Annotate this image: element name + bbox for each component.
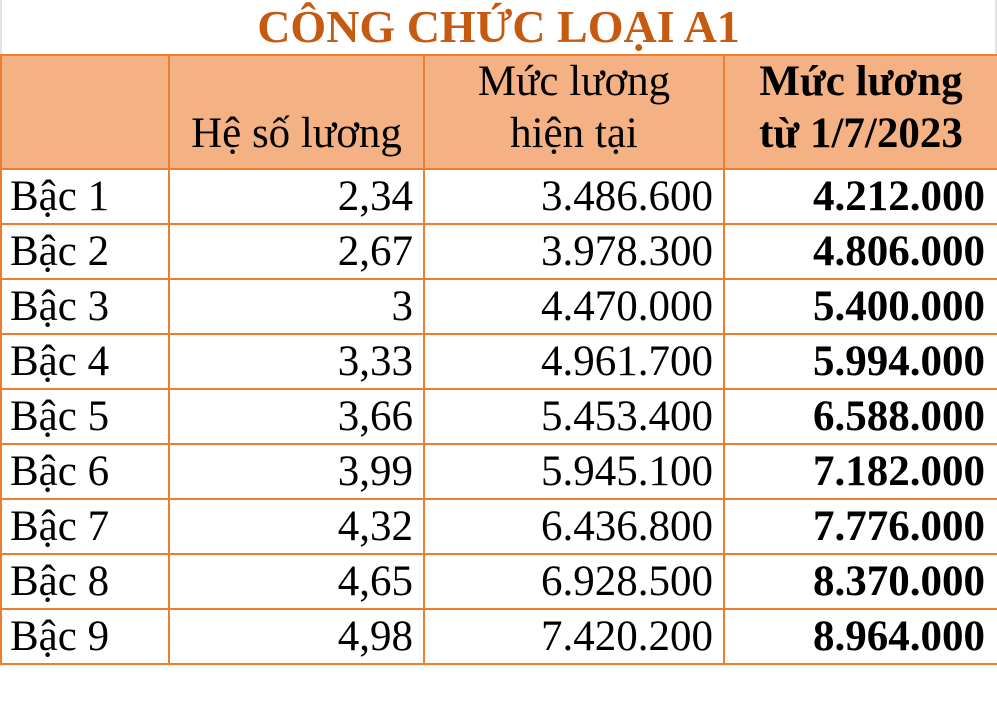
current-salary-cell: 4.961.700 xyxy=(423,333,725,390)
new-salary-cell: 5.994.000 xyxy=(723,333,997,390)
new-salary-cell: 6.588.000 xyxy=(723,388,997,445)
new-salary-cell: 7.776.000 xyxy=(723,498,997,555)
header-current-salary: Mức lương hiện tại xyxy=(423,54,725,170)
table-row: Bậc 7 4,32 6.436.800 7.776.000 xyxy=(0,498,997,555)
current-salary-cell: 3.486.600 xyxy=(423,168,725,225)
coefficient-cell: 2,34 xyxy=(168,168,425,225)
new-salary-cell: 8.370.000 xyxy=(723,553,997,610)
coefficient-cell: 3 xyxy=(168,278,425,335)
coefficient-cell: 4,98 xyxy=(168,608,425,665)
level-cell: Bậc 6 xyxy=(0,443,170,500)
level-cell: Bậc 2 xyxy=(0,223,170,280)
table-row: Bậc 1 2,34 3.486.600 4.212.000 xyxy=(0,168,997,225)
table-row: Bậc 4 3,33 4.961.700 5.994.000 xyxy=(0,333,997,390)
coefficient-cell: 3,66 xyxy=(168,388,425,445)
header-new-salary-line1: Mức lương xyxy=(759,58,963,105)
coefficient-cell: 4,65 xyxy=(168,553,425,610)
table-header-row: Hệ số lương Mức lương hiện tại Mức lương… xyxy=(0,54,997,170)
header-level xyxy=(0,54,170,170)
header-new-salary: Mức lương từ 1/7/2023 xyxy=(723,54,997,170)
current-salary-cell: 3.978.300 xyxy=(423,223,725,280)
current-salary-cell: 6.436.800 xyxy=(423,498,725,555)
table-row: Bậc 5 3,66 5.453.400 6.588.000 xyxy=(0,388,997,445)
level-cell: Bậc 4 xyxy=(0,333,170,390)
header-coefficient: Hệ số lương xyxy=(168,54,425,170)
level-cell: Bậc 7 xyxy=(0,498,170,555)
coefficient-cell: 3,99 xyxy=(168,443,425,500)
level-cell: Bậc 5 xyxy=(0,388,170,445)
table-row: Bậc 8 4,65 6.928.500 8.370.000 xyxy=(0,553,997,610)
table-row: Bậc 9 4,98 7.420.200 8.964.000 xyxy=(0,608,997,665)
page-title: CÔNG CHỨC LOẠI A1 xyxy=(257,1,740,52)
header-new-salary-line2: từ 1/7/2023 xyxy=(759,110,963,157)
new-salary-cell: 4.212.000 xyxy=(723,168,997,225)
table-row: Bậc 2 2,67 3.978.300 4.806.000 xyxy=(0,223,997,280)
title-bar: CÔNG CHỨC LOẠI A1 xyxy=(0,0,997,54)
current-salary-cell: 6.928.500 xyxy=(423,553,725,610)
current-salary-cell: 4.470.000 xyxy=(423,278,725,335)
current-salary-cell: 5.945.100 xyxy=(423,443,725,500)
header-current-salary-line1: Mức lương xyxy=(477,58,671,105)
current-salary-cell: 5.453.400 xyxy=(423,388,725,445)
new-salary-cell: 8.964.000 xyxy=(723,608,997,665)
new-salary-cell: 4.806.000 xyxy=(723,223,997,280)
table-row: Bậc 6 3,99 5.945.100 7.182.000 xyxy=(0,443,997,500)
coefficient-cell: 4,32 xyxy=(168,498,425,555)
current-salary-cell: 7.420.200 xyxy=(423,608,725,665)
coefficient-cell: 2,67 xyxy=(168,223,425,280)
new-salary-cell: 7.182.000 xyxy=(723,443,997,500)
header-current-salary-line2: hiện tại xyxy=(510,110,638,157)
salary-table: Hệ số lương Mức lương hiện tại Mức lương… xyxy=(0,54,997,665)
coefficient-cell: 3,33 xyxy=(168,333,425,390)
table-row: Bậc 3 3 4.470.000 5.400.000 xyxy=(0,278,997,335)
level-cell: Bậc 9 xyxy=(0,608,170,665)
level-cell: Bậc 8 xyxy=(0,553,170,610)
level-cell: Bậc 3 xyxy=(0,278,170,335)
new-salary-cell: 5.400.000 xyxy=(723,278,997,335)
level-cell: Bậc 1 xyxy=(0,168,170,225)
